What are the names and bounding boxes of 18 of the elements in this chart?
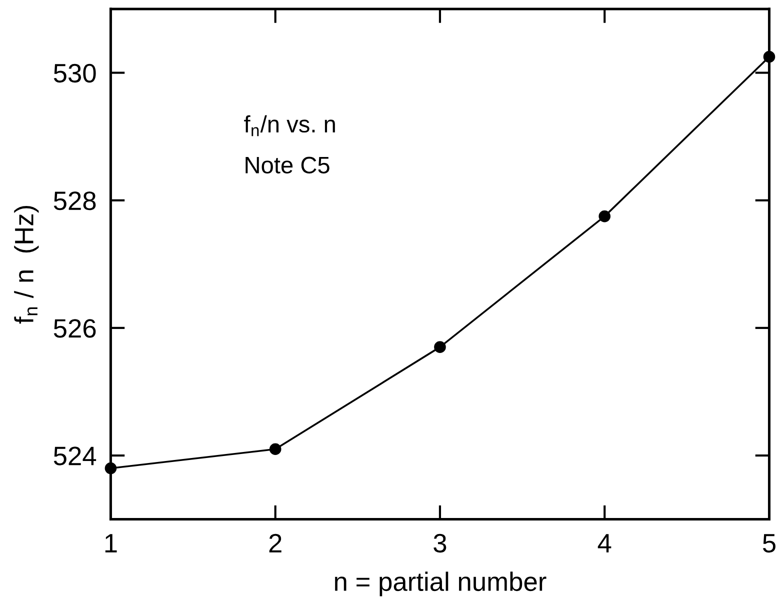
x-tick-label: 3 — [434, 534, 446, 553]
y-tick-label: 524 — [54, 446, 96, 466]
x-tick-label: 1 — [105, 534, 117, 552]
x-tick-label: 5 — [762, 534, 776, 553]
x-axis-title: n = partial number — [335, 572, 546, 596]
y-axis-title: f$_{n}$ / n (Hz) — [14, 206, 39, 324]
point — [434, 341, 446, 353]
point — [598, 210, 611, 222]
y-tick-label: 530 — [54, 64, 96, 83]
y-tick-label: 528 — [54, 191, 96, 210]
annotation: f$_{n}$/n vs. n — [244, 115, 335, 136]
x-tick-label: 2 — [269, 534, 282, 552]
x-tick-label: 4 — [598, 534, 612, 552]
point — [763, 50, 776, 63]
y-tick-label: 526 — [54, 319, 96, 338]
annotation: Note C5 — [246, 156, 330, 174]
point — [104, 462, 117, 474]
point — [269, 443, 282, 456]
